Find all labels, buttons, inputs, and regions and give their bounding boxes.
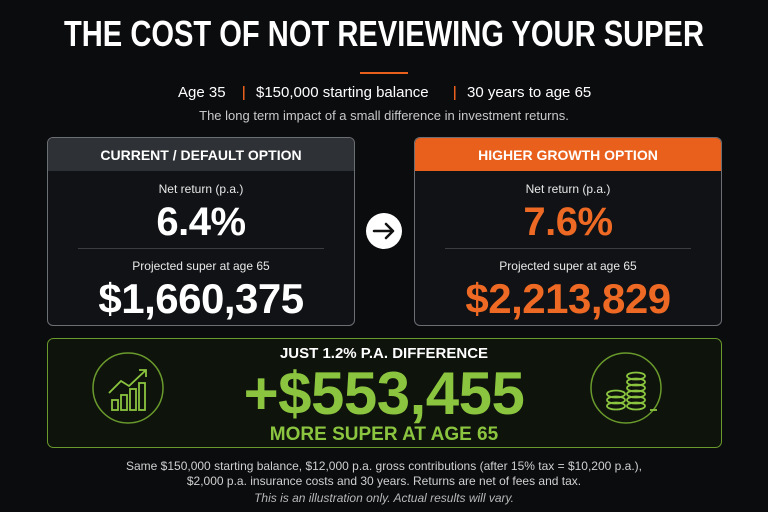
footer-line: $2,000 p.a. insurance costs and 30 years…: [186, 474, 582, 488]
title: THE COST OF NOT REVIEWING YOUR SUPER: [64, 13, 704, 54]
subtitle-item: 30 years to age 65: [467, 84, 592, 101]
footer-line: Same $150,000 starting balance, $12,000 …: [126, 459, 642, 473]
subtitle-item: $150,000 starting balance: [256, 84, 429, 101]
arrow: [372, 222, 395, 240]
projected-label: Projected super at age 65: [499, 259, 637, 273]
divider: [78, 248, 324, 249]
separator: [243, 86, 245, 100]
option-card: CURRENT / DEFAULT OPTION Net return (p.a…: [47, 137, 355, 326]
difference-headline: JUST 1.2% P.A. DIFFERENCE: [279, 345, 489, 362]
option-header: CURRENT / DEFAULT OPTION: [48, 138, 354, 171]
subtitle-item: Age 35: [178, 84, 226, 101]
coins-icon: [590, 352, 662, 424]
tagline: The long term impact of a small differen…: [199, 108, 569, 123]
growth-icon: [92, 352, 164, 424]
difference-caption: MORE SUPER AT AGE 65: [269, 424, 499, 445]
return-value: 6.4%: [156, 200, 246, 244]
projected-value: $2,213,829: [465, 275, 671, 322]
option-card: HIGHER GROWTH OPTION Net return (p.a.) 7…: [414, 137, 722, 326]
return-label: Net return (p.a.): [158, 182, 244, 196]
title-underline: [360, 72, 408, 74]
return-label: Net return (p.a.): [525, 182, 611, 196]
disclaimer: This is an illustration only. Actual res…: [254, 491, 514, 505]
option-header: HIGHER GROWTH OPTION: [415, 138, 721, 171]
separator: [454, 86, 456, 100]
difference-amount: +$553,455: [243, 360, 525, 427]
projected-value: $1,660,375: [98, 275, 304, 322]
divider: [445, 248, 691, 249]
projected-label: Projected super at age 65: [132, 259, 270, 273]
return-value: 7.6%: [523, 200, 613, 244]
difference-box: [47, 338, 722, 448]
